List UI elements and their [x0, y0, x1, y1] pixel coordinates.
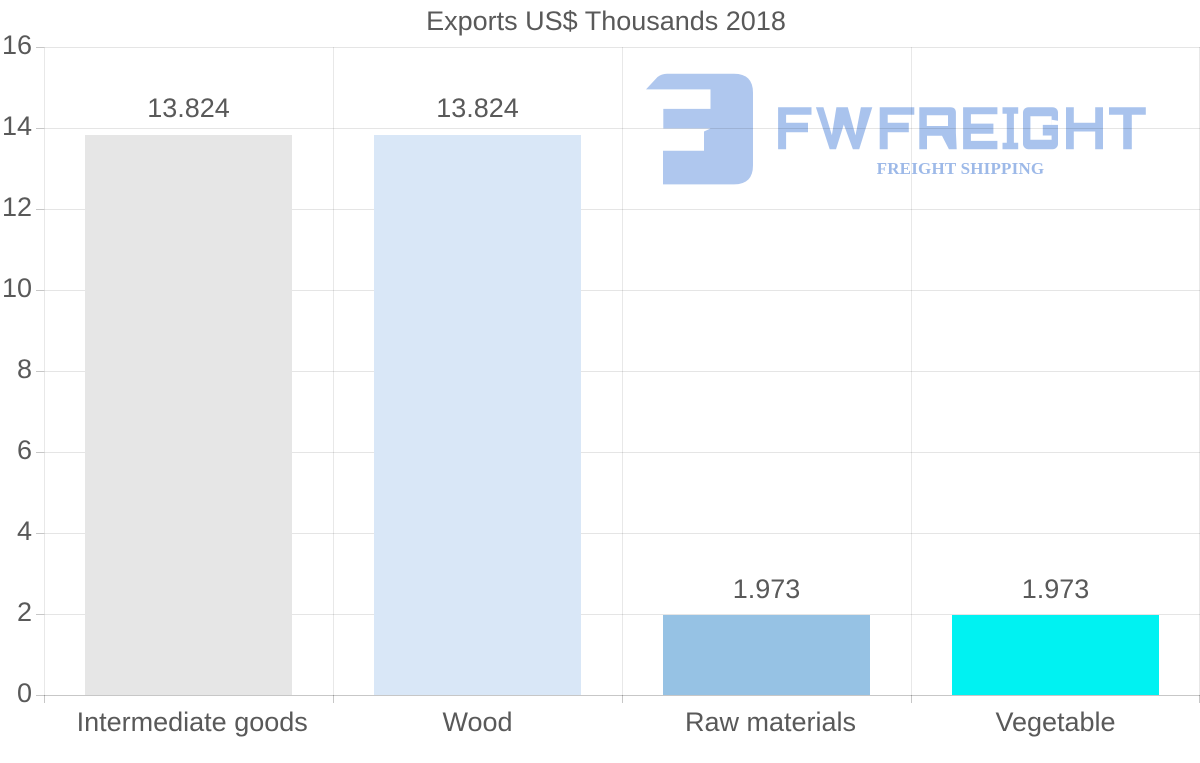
svg-text:FREIGHT SHIPPING: FREIGHT SHIPPING [877, 159, 1045, 178]
